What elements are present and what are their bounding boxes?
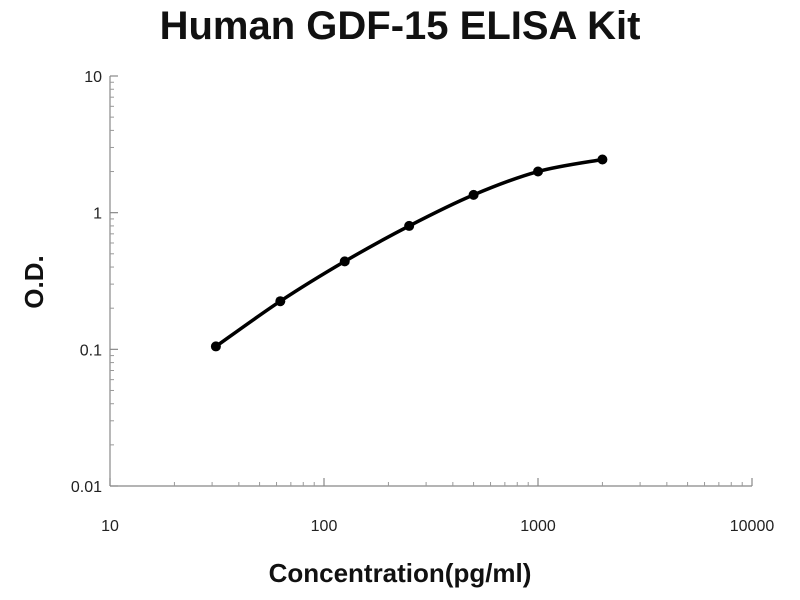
x-tick-label: 1000 bbox=[520, 518, 556, 535]
y-tick-label: 10 bbox=[84, 69, 102, 86]
ticks bbox=[109, 75, 753, 487]
x-tick-label: 100 bbox=[311, 518, 338, 535]
data-point bbox=[597, 154, 608, 165]
data-point bbox=[533, 166, 543, 177]
y-tick-label: 0.01 bbox=[71, 479, 102, 496]
x-axis-label: Concentration(pg/ml) bbox=[268, 558, 532, 588]
tick-labels: 0.01 0.1 1 10 10 100 1000 10000 bbox=[71, 69, 774, 535]
chart-title: Human GDF-15 ELISA Kit bbox=[159, 4, 641, 48]
x-tick-label: 10 bbox=[101, 518, 119, 535]
y-tick-label: 1 bbox=[93, 206, 102, 223]
data-point bbox=[275, 296, 286, 307]
y-tick-label: 0.1 bbox=[80, 342, 102, 359]
data-points bbox=[210, 154, 608, 352]
axes bbox=[109, 76, 752, 487]
x-tick-label: 10000 bbox=[730, 518, 775, 535]
data-point bbox=[404, 220, 415, 231]
standard-curve-line bbox=[214, 157, 605, 349]
data-point bbox=[339, 256, 350, 267]
data-point bbox=[468, 189, 479, 200]
data-point bbox=[210, 341, 221, 352]
